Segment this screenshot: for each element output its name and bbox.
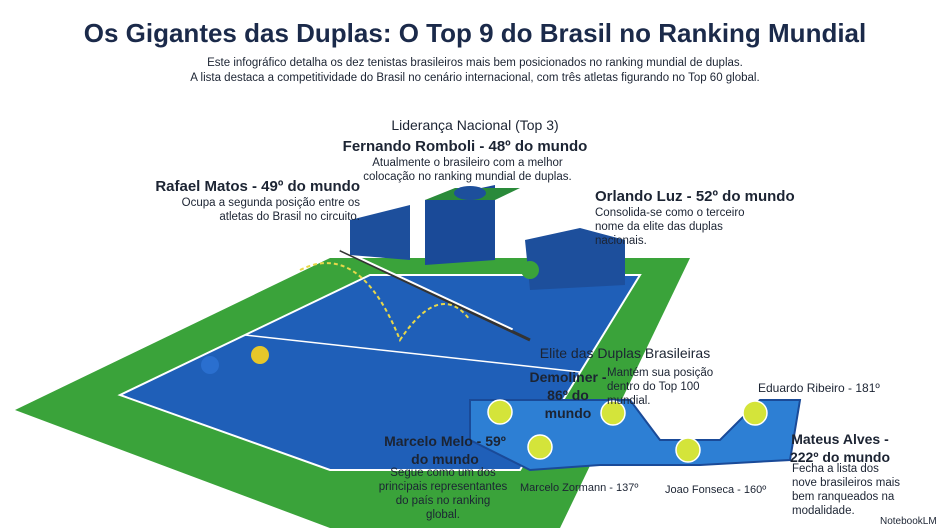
ball: [527, 434, 553, 460]
player: [201, 356, 219, 374]
brand: NotebookLM: [880, 516, 937, 527]
player-description: Fecha a lista dos nove brasileiros mais …: [792, 463, 901, 517]
podium-left: [350, 205, 410, 260]
player-name: Orlando Luz - 52º do mundo: [595, 188, 795, 205]
player-name: Fernando Romboli - 48º do mundo: [342, 138, 588, 155]
net: [339, 248, 531, 342]
player-name: Joao Fonseca - 160º: [665, 484, 767, 496]
title: Os Gigantes das Duplas: O Top 9 do Brasi…: [83, 18, 867, 48]
balls: [487, 399, 768, 463]
elite-track: [469, 399, 802, 472]
player-name: Marcelo Melo - 59º do mundo: [384, 433, 506, 467]
player-name: Eduardo Ribeiro - 181º: [758, 381, 880, 395]
flag-circle: [454, 186, 486, 200]
player-name: Mateus Alves - 222º do mundo: [789, 431, 890, 465]
player-name: Demoliner - 86º do mundo: [529, 369, 607, 421]
section-heading: Elite das Duplas Brasileiras: [539, 345, 711, 361]
ball: [675, 437, 701, 463]
podium-center: [425, 185, 495, 265]
player-name: Rafael Matos - 49º do mundo: [155, 178, 360, 195]
player-description: Mantém sua posição dentro do Top 100 mun…: [607, 367, 714, 407]
section-heading: Liderança Nacional (Top 3): [391, 117, 559, 133]
ball-path: [299, 262, 471, 343]
player-description: Atualmente o brasileiro com a melhor col…: [363, 157, 572, 183]
player: [521, 261, 539, 279]
player-name: Marcelo Zormann - 137º: [520, 482, 639, 494]
court-line: [244, 334, 581, 373]
subtitle: A lista destaca a competitividade do Bra…: [190, 72, 760, 84]
player-description: Consolida-se como o terceiro nome da eli…: [595, 207, 745, 247]
player: [251, 346, 269, 364]
player-description: Ocupa a segunda posição entre os atletas…: [181, 197, 360, 223]
ball: [742, 400, 768, 426]
ball: [600, 400, 626, 426]
subtitle: Este infográfico detalha os dez tenistas…: [207, 57, 743, 69]
net-top: [340, 248, 514, 331]
player-description: Segue como um dos principais representan…: [378, 467, 508, 521]
ball: [487, 399, 513, 425]
podium-right: [525, 228, 625, 290]
